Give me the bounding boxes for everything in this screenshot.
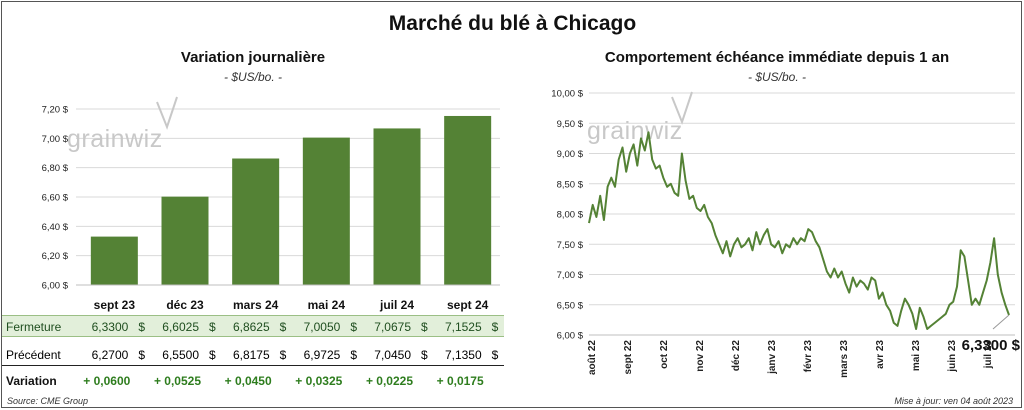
line-y-tick-label: 9,00 $ (557, 149, 584, 160)
close-dollar: $ (279, 320, 287, 334)
bar-y-tick-label: 6,60 $ (42, 193, 69, 204)
close-value: 7,0050 (303, 320, 341, 334)
bar (302, 137, 350, 285)
watermark-mark (156, 96, 178, 130)
bar (444, 115, 492, 285)
prev-value: 7,1350 (444, 348, 482, 362)
bar-y-tick-label: 6,40 $ (42, 222, 69, 233)
bar-category-label: sept 23 (94, 298, 136, 312)
update-note: Mise à jour: ven 04 août 2023 (894, 396, 1013, 406)
close-value: 7,1525 (444, 320, 482, 334)
last-value-leader (992, 314, 1010, 330)
close-dollar: $ (209, 320, 216, 334)
bar-chart-unit: - $US/bo. - (223, 70, 283, 84)
bar-watermark: grainwiz (67, 96, 178, 153)
bar (161, 196, 209, 285)
line-chart: 6,00 $ 6,50 $ 7,00 $ 7,50 $ 8,00 $ 8,50 $ 9,00… (551, 89, 1021, 378)
close-value: 7,0675 (374, 320, 411, 334)
bar-category-label: sept 24 (447, 298, 489, 312)
variation-row-label: Variation (6, 374, 57, 388)
bar-y-tick-label: 6,80 $ (42, 163, 69, 174)
var-value: + 0,0600 (83, 374, 131, 388)
bar (373, 128, 421, 285)
prev-dollar: $ (279, 348, 287, 362)
line-x-tick-label: avr 23 (875, 340, 886, 369)
prev-value: 6,5500 (162, 348, 199, 362)
price-series-line (588, 131, 1010, 330)
line-y-tick-label: 7,00 $ (557, 270, 584, 281)
watermark-text: grainwiz (67, 125, 163, 153)
var-value: + 0,0450 (224, 374, 272, 388)
previous-row-label: Précédent (6, 348, 61, 362)
var-value: + 0,0525 (153, 374, 201, 388)
prev-dollar: $ (421, 348, 428, 362)
prev-value: 6,9725 (303, 348, 341, 362)
line-x-tick-label: janv 23 (767, 340, 778, 375)
bar-y-tick-label: 6,00 $ (42, 281, 69, 292)
line-watermark: grainwiz (587, 91, 693, 145)
prev-dollar: $ (138, 348, 146, 362)
watermark-text: grainwiz (587, 117, 683, 145)
page-title: Marché du blé à Chicago (388, 12, 637, 35)
line-x-tick-label: mai 23 (911, 340, 922, 372)
last-value-label: 6,3300 $ (962, 337, 1021, 354)
line-x-tick-label: sept 22 (623, 340, 634, 375)
bar-y-tick-label: 7,00 $ (42, 134, 69, 145)
line-x-tick-label: mars 23 (839, 340, 850, 378)
prev-value: 6,8175 (232, 348, 270, 362)
line-y-tick-label: 10,00 $ (551, 89, 583, 100)
line-x-tick-label: juin 23 (947, 340, 958, 373)
prev-value: 6,2700 (91, 348, 129, 362)
close-value: 6,8625 (232, 320, 270, 334)
bar-chart-title: Variation journalière (180, 49, 326, 66)
line-y-tick-label: 6,00 $ (557, 331, 584, 342)
var-value: + 0,0175 (436, 374, 484, 388)
close-dollar: $ (491, 320, 499, 334)
close-dollar: $ (350, 320, 358, 334)
bar-chart: 6,00 $ 6,20 $ 6,40 $ 6,60 $ 6,80 $ 7,00 $ 7,20… (42, 96, 500, 312)
close-dollar: $ (138, 320, 146, 334)
prev-dollar: $ (209, 348, 216, 362)
close-row-label: Fermeture (6, 320, 62, 334)
close-value: 6,3300 (91, 320, 129, 334)
bar-category-label: juil 24 (379, 298, 414, 312)
line-chart-title: Comportement échéance immédiate depuis 1… (604, 49, 950, 66)
bar-category-label: mars 24 (233, 298, 279, 312)
prev-dollar: $ (491, 348, 499, 362)
line-y-tick-label: 9,50 $ (557, 119, 584, 130)
bar-category-label: mai 24 (308, 298, 346, 312)
prev-value: 7,0450 (374, 348, 411, 362)
line-x-tick-label: déc 22 (731, 340, 742, 372)
line-x-tick-label: oct 22 (659, 340, 670, 369)
line-y-tick-label: 7,50 $ (557, 240, 584, 251)
bar (90, 236, 138, 285)
bar-y-tick-label: 7,20 $ (42, 105, 69, 116)
previous-row: Précédent 6,2700 $6,5500 $6,8175 $6,9725 $7,… (2, 344, 504, 366)
line-y-tick-label: 6,50 $ (557, 300, 584, 311)
var-value: + 0,0325 (295, 374, 343, 388)
close-dollar: $ (421, 320, 428, 334)
watermark-mark (671, 91, 693, 125)
line-chart-unit: - $US/bo. - (747, 70, 807, 84)
line-y-tick-label: 8,50 $ (557, 179, 584, 190)
line-x-tick-label: août 22 (587, 340, 598, 375)
line-x-tick-label: nov 22 (695, 340, 706, 372)
line-x-tick-label: févr 23 (803, 340, 814, 373)
close-value: 6,6025 (162, 320, 199, 334)
close-row: Fermeture 6,3300 $6,6025 $6,8625 $7,0050 $7,… (2, 315, 504, 337)
prev-dollar: $ (350, 348, 358, 362)
source-note: Source: CME Group (7, 396, 89, 406)
bar-y-tick-label: 6,20 $ (42, 251, 69, 262)
line-y-tick-label: 8,00 $ (557, 210, 584, 221)
line-x-tick-label: juil 23 (983, 340, 994, 370)
var-value: + 0,0225 (365, 374, 413, 388)
bar-category-label: déc 23 (166, 298, 204, 312)
variation-row: Variation + 0,0600 + 0,0525 + 0,0450 + 0,03… (2, 370, 504, 392)
bar (232, 158, 280, 285)
